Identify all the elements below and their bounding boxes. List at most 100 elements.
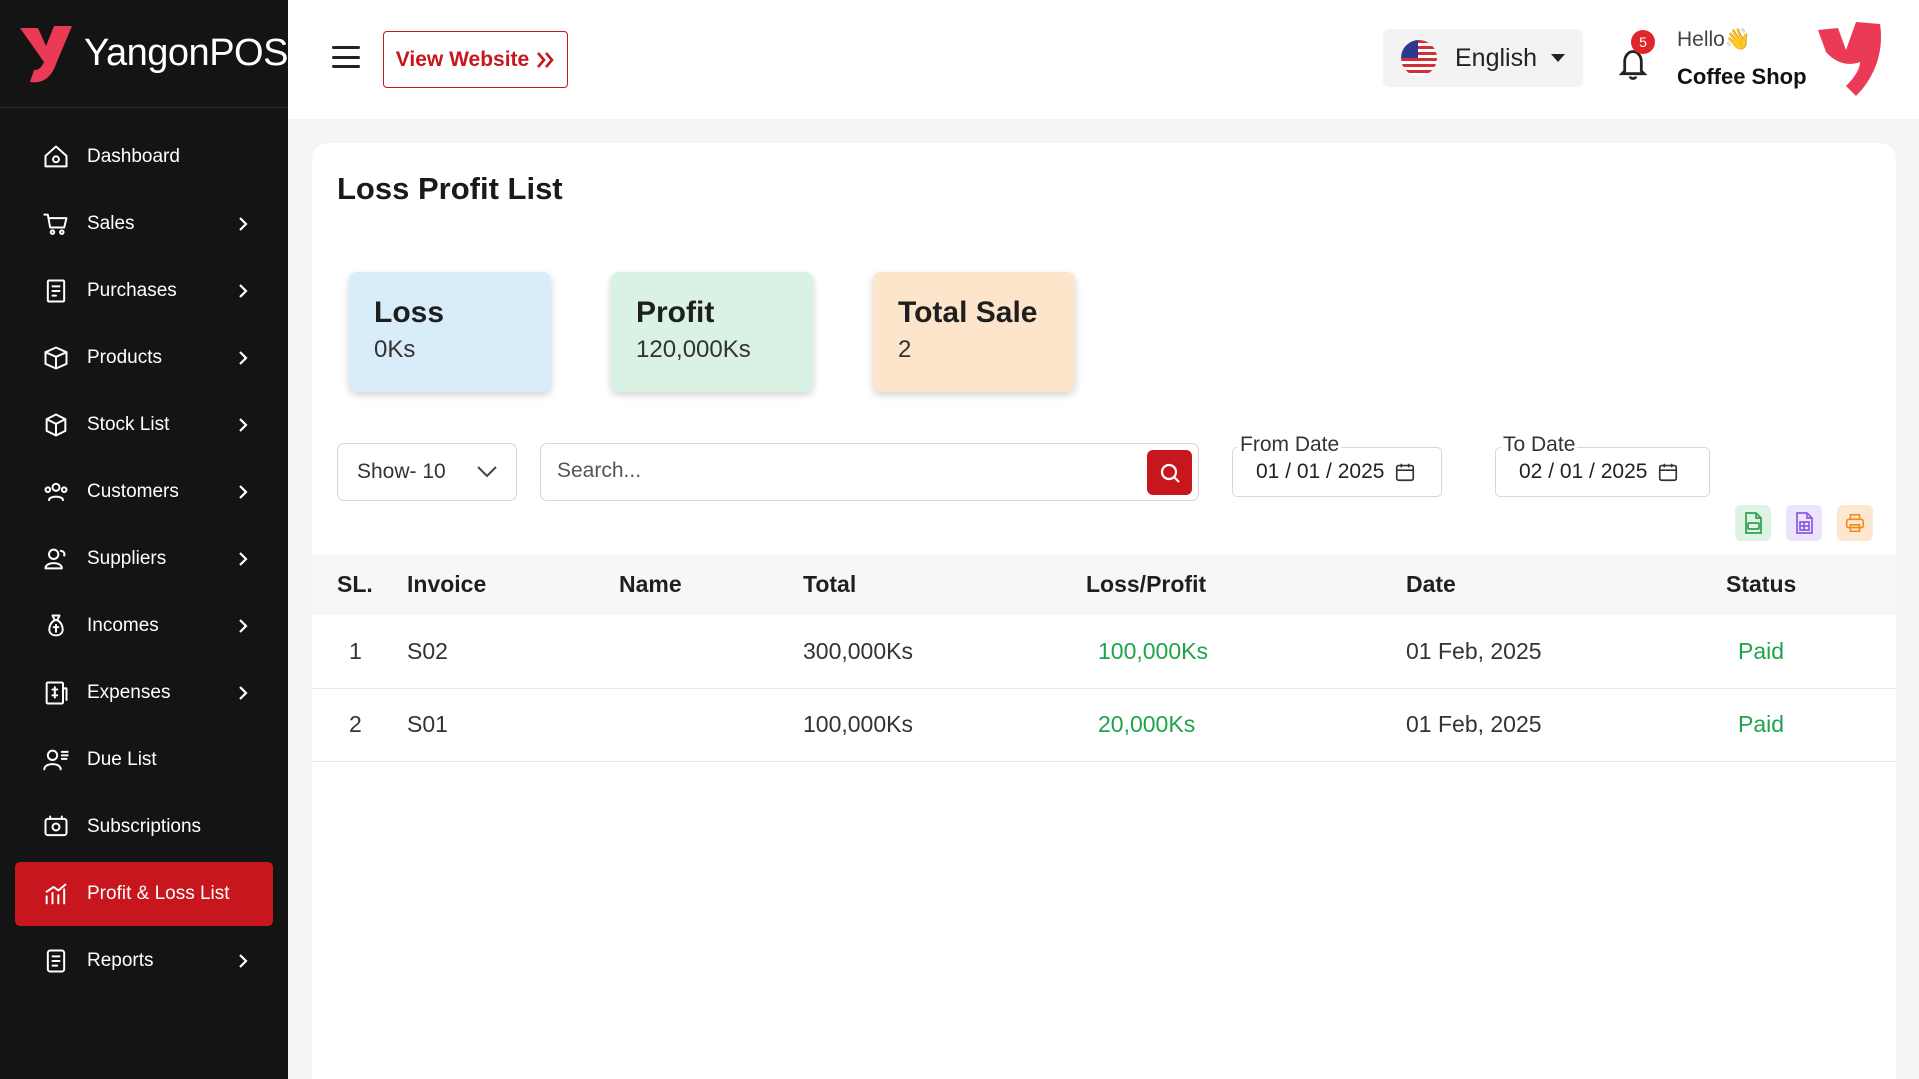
- col-sl: SL.: [312, 554, 407, 615]
- sidebar-item-suppliers[interactable]: Suppliers: [15, 527, 273, 591]
- search-button[interactable]: [1147, 450, 1192, 495]
- sidebar-item-label: Subscriptions: [87, 816, 202, 837]
- sidebar-item-due-list[interactable]: Due List: [15, 728, 273, 792]
- bell-icon[interactable]: [1616, 46, 1652, 82]
- cart-icon: [41, 209, 71, 239]
- col-name: Name: [619, 554, 803, 615]
- show-entries-value: Show- 10: [357, 460, 446, 483]
- print-button[interactable]: [1837, 505, 1873, 541]
- menu-toggle-icon[interactable]: [332, 46, 360, 68]
- brand[interactable]: YangonPOS: [0, 0, 288, 108]
- loss-stat-value: 0Ks: [374, 336, 416, 363]
- view-website-button[interactable]: View Website: [383, 31, 568, 88]
- sidebar-item-expenses[interactable]: Expenses: [15, 661, 273, 725]
- avatar[interactable]: [1816, 20, 1886, 100]
- chevron-right-icon: [235, 953, 251, 969]
- notification-badge: 5: [1631, 30, 1655, 54]
- badge-icon: [41, 812, 71, 842]
- to-date-field[interactable]: To Date 02 / 01 / 2025: [1495, 433, 1710, 497]
- total-sale-stat-card: Total Sale 2: [873, 272, 1075, 392]
- yangonpos-logo-icon: [20, 25, 72, 82]
- calendar-icon[interactable]: [1394, 461, 1416, 483]
- table-row[interactable]: 1 S02 300,000Ks 100,000Ks 01 Feb, 2025 P…: [312, 615, 1896, 689]
- sidebar-item-label: Customers: [87, 481, 179, 502]
- col-status: Status: [1726, 554, 1896, 615]
- sidebar-item-label: Due List: [87, 749, 157, 770]
- from-date-value: 01 / 01 / 2025: [1256, 460, 1385, 483]
- spreadsheet-file-icon: [1796, 512, 1813, 534]
- sidebar-item-reports[interactable]: Reports: [15, 929, 273, 993]
- cell-name: [619, 688, 803, 762]
- cell-status: Paid: [1726, 615, 1896, 689]
- search-input[interactable]: [541, 444, 1121, 498]
- cell-status: Paid: [1726, 688, 1896, 762]
- col-loss-profit: Loss/Profit: [1086, 554, 1406, 615]
- brand-name: YangonPOS: [84, 32, 288, 74]
- sidebar-item-label: Products: [87, 347, 162, 368]
- chevron-right-icon: [235, 618, 251, 634]
- chevron-right-icon: [235, 551, 251, 567]
- chevron-right-icon: [235, 685, 251, 701]
- cell-name: [619, 615, 803, 689]
- sidebar-item-products[interactable]: Products: [15, 326, 273, 390]
- caret-down-icon: [1551, 54, 1565, 62]
- sidebar-item-profit-loss-list[interactable]: Profit & Loss List: [15, 862, 273, 926]
- total-sale-stat-title: Total Sale: [898, 296, 1038, 329]
- cell-loss-profit: 100,000Ks: [1086, 615, 1406, 689]
- to-date-value: 02 / 01 / 2025: [1519, 460, 1648, 483]
- export-csv-button[interactable]: [1735, 505, 1771, 541]
- cell-loss-profit: 20,000Ks: [1086, 688, 1406, 762]
- chevron-right-icon: [235, 417, 251, 433]
- calendar-icon[interactable]: [1657, 461, 1679, 483]
- sidebar: YangonPOS Dashboard Sales Purchases Prod…: [0, 0, 288, 1079]
- chevron-right-icon: [235, 484, 251, 500]
- box-icon: [41, 343, 71, 373]
- search-icon: [1160, 463, 1180, 483]
- sidebar-item-dashboard[interactable]: Dashboard: [15, 125, 273, 189]
- shop-name: Coffee Shop: [1677, 64, 1807, 89]
- language-selector[interactable]: English: [1383, 29, 1583, 87]
- cell-total: 300,000Ks: [803, 615, 1086, 689]
- sidebar-item-label: Suppliers: [87, 548, 167, 569]
- double-chevron-right-icon: [537, 51, 554, 68]
- col-total: Total: [803, 554, 1086, 615]
- sidebar-item-label: Reports: [87, 950, 154, 971]
- chevron-down-icon: [477, 466, 497, 478]
- sidebar-item-sales[interactable]: Sales: [15, 192, 273, 256]
- report-icon: [41, 946, 71, 976]
- total-sale-stat-value: 2: [898, 336, 912, 363]
- sidebar-item-purchases[interactable]: Purchases: [15, 259, 273, 323]
- home-icon: [41, 142, 71, 172]
- cell-sl: 2: [312, 688, 407, 762]
- loss-stat-card: Loss 0Ks: [349, 272, 551, 392]
- us-flag-icon: [1401, 40, 1437, 76]
- cell-sl: 1: [312, 615, 407, 689]
- view-website-label: View Website: [395, 47, 530, 71]
- cube-icon: [41, 410, 71, 440]
- sidebar-item-subscriptions[interactable]: Subscriptions: [15, 795, 273, 859]
- money-bag-icon: [41, 611, 71, 641]
- language-label: English: [1455, 43, 1537, 72]
- col-date: Date: [1406, 554, 1726, 615]
- loss-profit-table: SL. Invoice Name Total Loss/Profit Date …: [312, 554, 1896, 762]
- sidebar-item-stock-list[interactable]: Stock List: [15, 393, 273, 457]
- profit-stat-title: Profit: [636, 296, 715, 329]
- profit-stat-value: 120,000Ks: [636, 336, 751, 363]
- sidebar-item-incomes[interactable]: Incomes: [15, 594, 273, 658]
- greeting: Hello👋: [1677, 28, 1752, 51]
- loss-stat-title: Loss: [374, 296, 445, 329]
- sidebar-item-label: Sales: [87, 213, 135, 234]
- profit-stat-card: Profit 120,000Ks: [611, 272, 813, 392]
- page-title: Loss Profit List: [337, 171, 563, 206]
- table-header-row: SL. Invoice Name Total Loss/Profit Date …: [312, 554, 1896, 615]
- sidebar-item-label: Dashboard: [87, 146, 180, 167]
- table-row[interactable]: 2 S01 100,000Ks 20,000Ks 01 Feb, 2025 Pa…: [312, 688, 1896, 762]
- user-list-icon: [41, 745, 71, 775]
- sidebar-item-customers[interactable]: Customers: [15, 460, 273, 524]
- export-excel-button[interactable]: [1786, 505, 1822, 541]
- from-date-field[interactable]: From Date 01 / 01 / 2025: [1232, 433, 1442, 497]
- show-entries-select[interactable]: Show- 10: [337, 443, 517, 501]
- users-icon: [41, 477, 71, 507]
- bar-chart-icon: [41, 879, 71, 909]
- cell-date: 01 Feb, 2025: [1406, 688, 1726, 762]
